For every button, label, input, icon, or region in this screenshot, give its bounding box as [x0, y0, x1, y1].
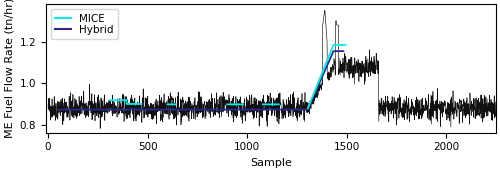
X-axis label: Sample: Sample [250, 158, 292, 168]
Y-axis label: ME Fuel Flow Rate (tn/hr): ME Fuel Flow Rate (tn/hr) [4, 0, 14, 138]
Legend: MICE, Hybrid: MICE, Hybrid [52, 9, 118, 39]
